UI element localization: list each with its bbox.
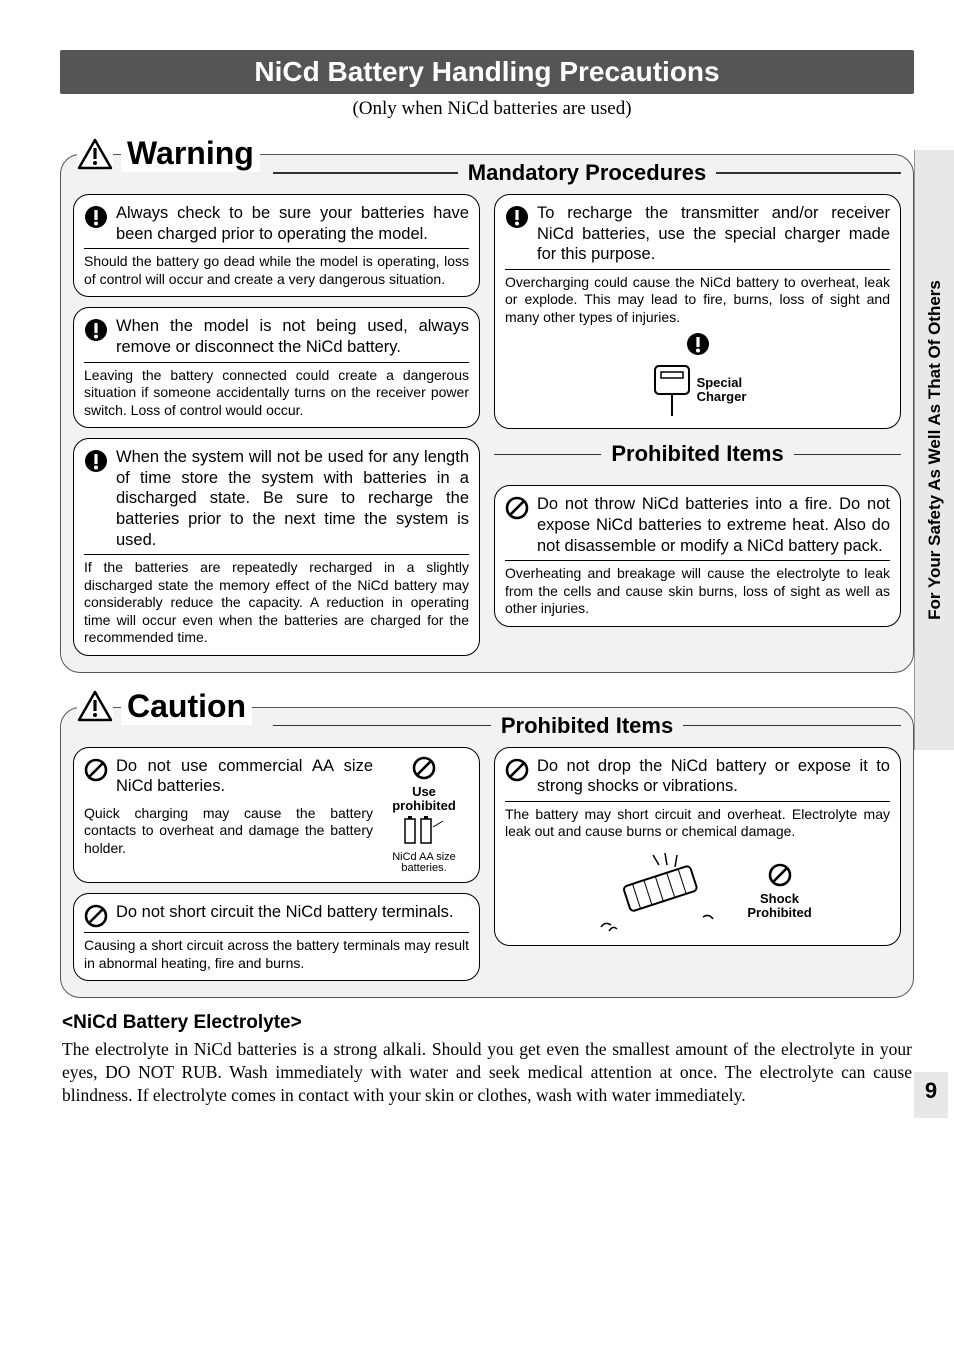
aa-batteries-icon xyxy=(399,813,449,847)
warn-head-text: Do not use commercial AA size NiCd batte… xyxy=(116,756,373,797)
dropped-battery-icon xyxy=(583,847,743,937)
warn-box: When the system will not be used for any… xyxy=(73,438,480,656)
page-subtitle: (Only when NiCd batteries are used) xyxy=(60,98,924,120)
prohibited-title: Prohibited Items xyxy=(494,441,901,467)
caution-left-col: Do not use commercial AA size NiCd batte… xyxy=(73,747,480,982)
mandatory-icon xyxy=(84,318,108,342)
warning-right-col: To recharge the transmitter and/or recei… xyxy=(494,194,901,656)
warn-head-text: Do not drop the NiCd battery or expose i… xyxy=(537,756,890,797)
caution-right-col: Do not drop the NiCd battery or expose i… xyxy=(494,747,901,982)
warn-body-text: Leaving the battery connected could crea… xyxy=(84,362,469,420)
page-number: 9 xyxy=(914,1072,948,1118)
electrolyte-heading: <NiCd Battery Electrolyte> xyxy=(62,1012,924,1034)
caution-panel: Caution Prohibited Items Do not use comm… xyxy=(60,707,914,999)
charger-label: Charger xyxy=(697,390,747,404)
warn-body-text: Overcharging could cause the NiCd batter… xyxy=(505,269,890,327)
warning-triangle-icon xyxy=(77,138,113,170)
warning-heading: Warning xyxy=(77,135,901,172)
electrolyte-body: The electrolyte in NiCd batteries is a s… xyxy=(62,1038,912,1106)
warn-head-text: Do not throw NiCd batteries into a fire.… xyxy=(537,494,890,556)
warn-box: Do not throw NiCd batteries into a fire.… xyxy=(494,485,901,626)
warn-body-text: Should the battery go dead while the mod… xyxy=(84,248,469,288)
prohibited-title-text: Prohibited Items xyxy=(611,441,783,467)
warn-head-text: Do not short circuit the NiCd battery te… xyxy=(116,902,469,923)
warn-head-text: To recharge the transmitter and/or recei… xyxy=(537,203,890,265)
prohibit-icon xyxy=(505,496,529,520)
aa-battery-illustration: Use prohibited NiCd AA size batteries. xyxy=(379,756,469,875)
use-prohibited-label: Use xyxy=(379,785,469,799)
caution-heading: Caution xyxy=(77,688,901,725)
warn-box: Do not short circuit the NiCd battery te… xyxy=(73,893,480,981)
warning-panel: Warning Mandatory Procedures Always chec… xyxy=(60,154,914,673)
caution-label: Caution xyxy=(121,688,252,725)
warn-box: To recharge the transmitter and/or recei… xyxy=(494,194,901,429)
warn-head-text: When the system will not be used for any… xyxy=(116,447,469,550)
warning-left-col: Always check to be sure your batteries h… xyxy=(73,194,480,656)
warn-head-text: Always check to be sure your batteries h… xyxy=(116,203,469,244)
prohibit-icon xyxy=(505,758,529,782)
warn-box: Always check to be sure your batteries h… xyxy=(73,194,480,297)
warn-head-text: When the model is not being used, always… xyxy=(116,316,469,357)
shock-label: Prohibited xyxy=(747,906,811,920)
warning-label: Warning xyxy=(121,135,260,172)
page-title-bar: NiCd Battery Handling Precautions xyxy=(60,50,914,94)
prohibit-icon xyxy=(84,904,108,928)
warning-triangle-icon xyxy=(77,690,113,722)
charger-icon xyxy=(649,360,695,420)
warn-body-text: Overheating and breakage will cause the … xyxy=(505,560,890,618)
mandatory-icon xyxy=(84,205,108,229)
warn-box: Do not use commercial AA size NiCd batte… xyxy=(73,747,480,884)
charger-label: Special xyxy=(697,376,747,390)
shock-illustration: Shock Prohibited xyxy=(505,847,890,937)
shock-label: Shock xyxy=(747,892,811,906)
warn-body-text: If the batteries are repeatedly recharge… xyxy=(84,554,469,647)
warn-box: Do not drop the NiCd battery or expose i… xyxy=(494,747,901,946)
use-prohibited-label: prohibited xyxy=(379,799,469,813)
warn-body-text: Causing a short circuit across the batte… xyxy=(84,932,469,972)
warn-body-text: The battery may short circuit and overhe… xyxy=(505,801,890,841)
warn-box: When the model is not being used, always… xyxy=(73,307,480,428)
charger-illustration: Special Charger xyxy=(505,332,890,420)
prohibit-icon xyxy=(84,758,108,782)
mandatory-icon xyxy=(84,449,108,473)
nicd-aa-label: batteries. xyxy=(379,863,469,874)
warn-body-text: Quick charging may cause the battery con… xyxy=(84,801,373,858)
mandatory-icon xyxy=(505,205,529,229)
